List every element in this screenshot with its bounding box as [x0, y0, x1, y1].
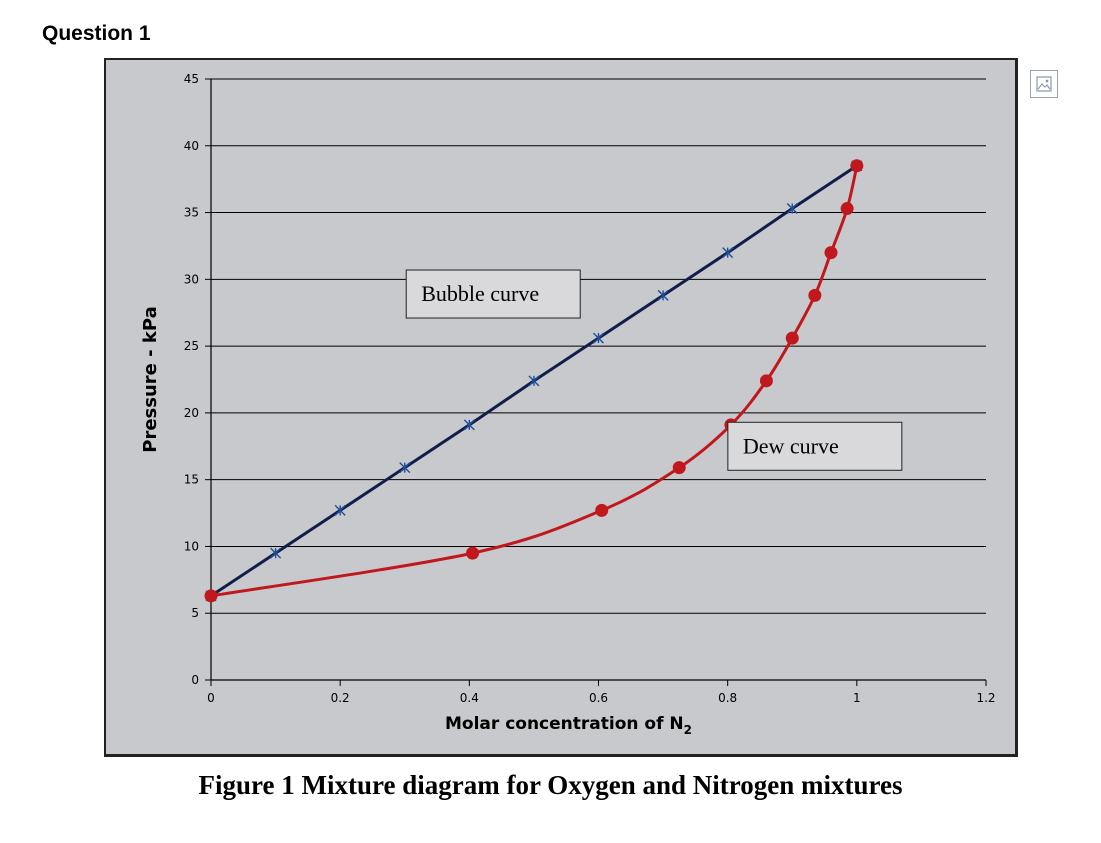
dew-point [759, 374, 773, 388]
bubble-point [593, 332, 604, 344]
x-tick-label: 1.2 [976, 691, 995, 705]
dew-point [595, 503, 609, 517]
dew-point [808, 288, 822, 302]
y-axis-label: Pressure - kPa [140, 306, 161, 452]
y-tick-label: 45 [184, 72, 199, 86]
bubble-point [334, 504, 346, 516]
x-axis-label: Molar concentration of N2 [445, 714, 692, 737]
bubble-point [270, 547, 282, 559]
mixture-chart: 0 5 10 15 20 25 30 35 40 45 0 0.2 0.4 0.6 0.8 1 1.2 Molar… [140, 72, 996, 737]
y-tick-label: 40 [184, 139, 199, 153]
dew-point [204, 589, 218, 603]
bubble-curve-label-box [405, 269, 581, 319]
bubble-point [528, 375, 540, 387]
dew-point [672, 461, 686, 475]
dew-point [824, 246, 838, 260]
bubble-point [722, 247, 734, 259]
y-tick-label: 10 [184, 539, 199, 553]
y-tick-label: 15 [184, 473, 199, 487]
x-tick-label: 0.6 [589, 691, 608, 705]
dew-curve-label-box [727, 421, 903, 471]
bubble-curve-label: Bubble curve [421, 281, 539, 306]
dew-point [840, 202, 854, 216]
x-tick-label: 0.8 [718, 691, 737, 705]
x-tick-label: 0.4 [460, 691, 479, 705]
chart-frame: 0 5 10 15 20 25 30 35 40 45 0 0.2 0.4 0.6 0.8 1 1.2 Molar… [104, 58, 1018, 757]
image-placeholder-icon[interactable] [1030, 70, 1058, 98]
question-title: Question 1 [42, 22, 151, 45]
bubble-point [463, 419, 475, 431]
bubble-point [399, 462, 411, 474]
dew-point [466, 546, 480, 560]
bubble-point [657, 289, 669, 301]
x-tick-label: 0 [207, 691, 215, 705]
y-tick-label: 35 [184, 206, 199, 220]
y-tick-label: 5 [191, 606, 199, 620]
y-tick-label: 30 [184, 272, 199, 286]
bubble-point [786, 203, 798, 215]
dew-point [850, 159, 864, 173]
figure-caption: Figure 1 Mixture diagram for Oxygen and … [198, 770, 903, 800]
dew-curve-label: Dew curve [743, 433, 839, 458]
y-tick-label: 0 [191, 673, 199, 687]
x-tick-label: 0.2 [331, 691, 350, 705]
y-tick-label: 25 [184, 339, 199, 353]
x-tick-label: 1 [853, 691, 861, 705]
dew-point [785, 331, 799, 345]
y-tick-label: 20 [184, 406, 199, 420]
